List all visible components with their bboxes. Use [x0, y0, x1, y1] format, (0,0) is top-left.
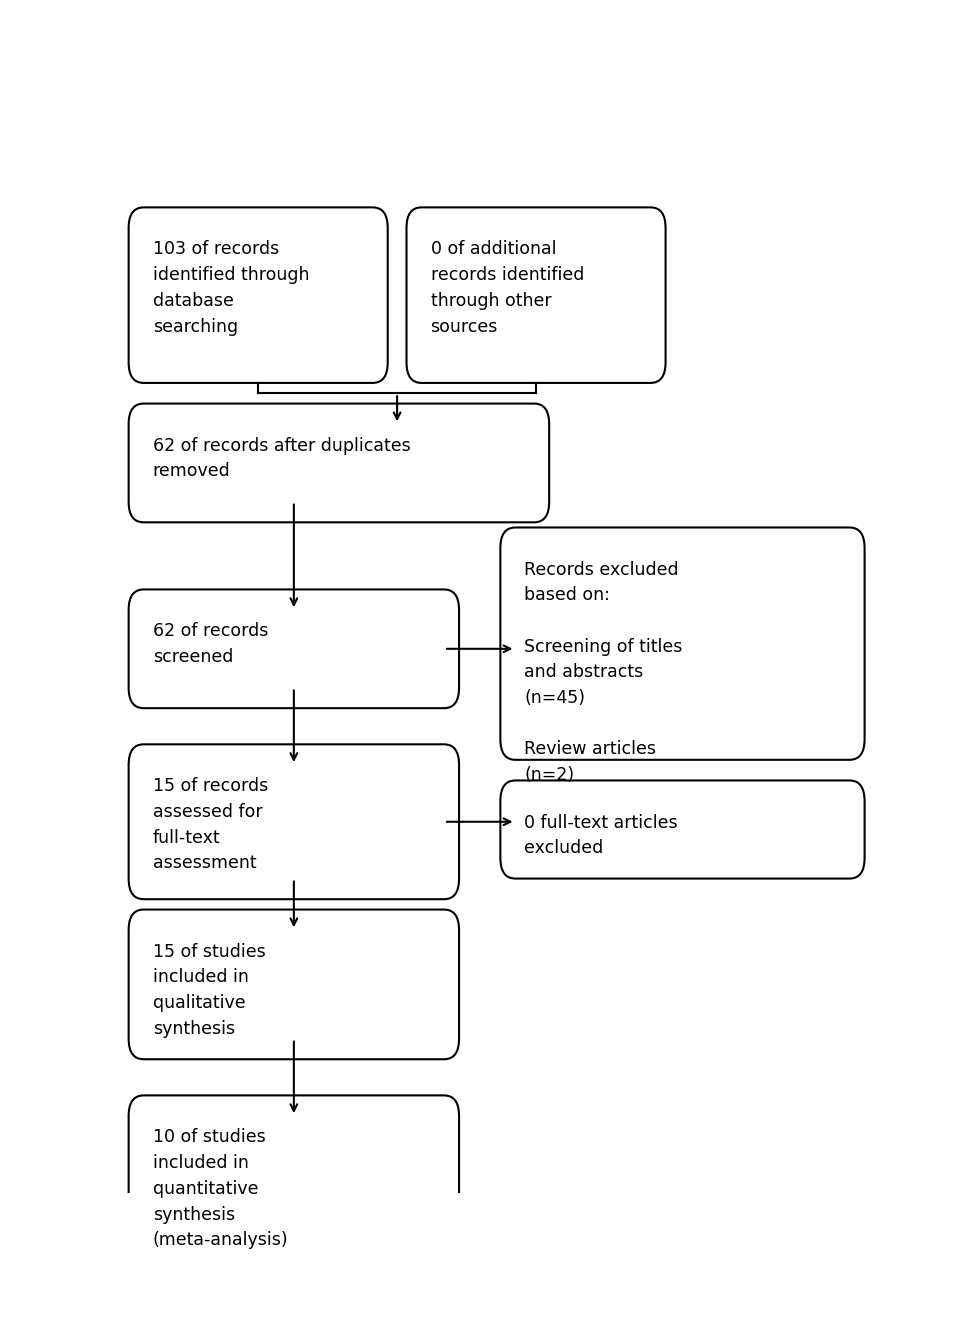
Text: 15 of records
assessed for
full-text
assessment: 15 of records assessed for full-text ass…: [153, 778, 267, 873]
FancyBboxPatch shape: [500, 527, 864, 760]
Text: 103 of records
identified through
database
searching: 103 of records identified through databa…: [153, 240, 309, 335]
FancyBboxPatch shape: [129, 1096, 459, 1277]
Text: 62 of records
screened: 62 of records screened: [153, 622, 268, 666]
FancyBboxPatch shape: [129, 909, 459, 1059]
FancyBboxPatch shape: [129, 744, 459, 900]
FancyBboxPatch shape: [129, 404, 549, 523]
Text: Records excluded
based on:

Screening of titles
and abstracts
(n=45)

Review art: Records excluded based on: Screening of …: [524, 561, 683, 784]
Text: 0 full-text articles
excluded: 0 full-text articles excluded: [524, 814, 678, 857]
Text: 0 of additional
records identified
through other
sources: 0 of additional records identified throu…: [430, 240, 584, 335]
FancyBboxPatch shape: [407, 208, 666, 384]
Text: 62 of records after duplicates
removed: 62 of records after duplicates removed: [153, 437, 411, 480]
FancyBboxPatch shape: [129, 208, 388, 384]
Text: 10 of studies
included in
quantitative
synthesis
(meta-analysis): 10 of studies included in quantitative s…: [153, 1128, 289, 1250]
FancyBboxPatch shape: [500, 780, 864, 878]
FancyBboxPatch shape: [129, 590, 459, 708]
Text: 15 of studies
included in
qualitative
synthesis: 15 of studies included in qualitative sy…: [153, 943, 266, 1038]
